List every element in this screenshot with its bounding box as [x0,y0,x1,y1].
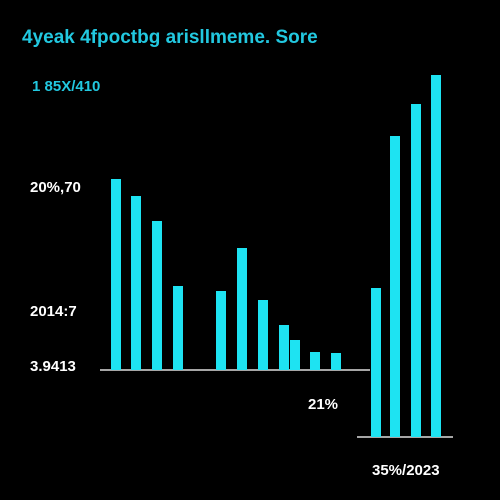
bar [279,325,289,370]
bar [390,136,400,437]
bar [111,179,121,370]
bar [173,286,183,370]
chart-title: 4yeak 4fpoctbg arisllmeme. Sore [22,27,318,48]
bar [152,221,162,370]
annotation: 35%/2023 [372,462,440,479]
annotation: 3.9413 [30,358,76,375]
bar [131,196,141,370]
bar [411,104,421,437]
annotation: 2014:7 [30,303,77,320]
bar [331,353,341,370]
chart-subtitle: 1 85X/410 [32,78,100,95]
bar [310,352,320,370]
bar [258,300,268,370]
bar [237,248,247,370]
annotation: 20%,70 [30,179,81,196]
bar [290,340,300,370]
annotation: 21% [308,396,338,413]
bar [431,75,441,437]
bar [371,288,381,437]
bar [216,291,226,370]
